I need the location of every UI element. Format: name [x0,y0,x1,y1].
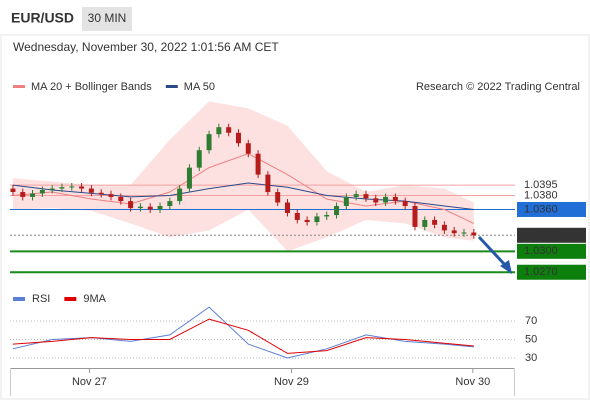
legend-swatch [165,85,178,88]
candle-body [167,201,173,206]
forecast-arrow-head [500,260,512,274]
legend-swatch [64,297,77,301]
legend-label: MA 20 + Bollinger Bands [31,81,152,93]
level-label: 1.0395 [524,179,558,191]
level-box [517,201,586,217]
candle-body [255,153,261,175]
candle-body [186,167,192,189]
candle-body [157,205,163,210]
credit: Research © 2022 Trading Central [416,81,580,93]
legend-swatch [13,297,25,301]
level-label: 1.0380 [524,189,558,201]
candle-body [59,187,65,189]
level-label: 1.0360 [524,203,558,215]
candle-body [226,127,232,133]
datetime: Wednesday, November 30, 2022 1:01:56 AM … [13,40,279,54]
legend-label: 9MA [83,293,106,305]
candle-body [343,196,349,206]
candle-body [10,188,16,193]
candle-body [353,194,359,197]
candle-body [177,188,183,202]
candle-body [471,232,477,236]
candle-body [235,132,241,144]
x-axis-right [514,368,515,396]
legend-label: MA 50 [184,81,215,93]
x-axis-left [10,368,11,396]
level-box [517,227,586,243]
candle-body [206,134,212,151]
candle-body [334,205,340,216]
candle-body [402,201,408,206]
candle-body [392,196,398,202]
candle-body [88,188,94,193]
forecast-arrow [477,235,508,268]
interval-box[interactable] [82,7,132,31]
candle-body [314,216,320,223]
candle-body [363,194,369,199]
x-tick-label: Nov 27 [72,376,107,388]
candle-body [20,192,26,197]
candle-body [461,232,467,234]
candle-body [265,174,271,193]
candle-body [128,201,134,209]
candle-body [383,196,389,203]
candle-body [118,196,124,202]
candle-body [147,206,153,210]
candle-body [30,193,36,197]
candle-body [79,186,85,189]
candle-body [304,219,310,223]
y-tick-label: 50 [525,333,537,345]
candle-body [49,188,55,190]
candle-body [245,143,251,154]
level-label: 1.0300 [524,245,558,257]
bollinger-band [12,101,474,252]
candle-body [108,194,114,197]
candle-body [196,150,202,168]
candle-body [412,205,418,227]
candle-body [373,198,379,203]
interval[interactable]: 30 MIN [88,11,127,25]
level-label: 1.0323 [524,229,558,241]
candle-body [441,224,447,231]
x-tick-label: Nov 29 [274,376,309,388]
candle-body [69,186,75,188]
level-box [517,243,586,259]
candle-body [422,219,428,227]
candle-body [98,192,104,195]
level-label: 1.0270 [524,266,558,278]
candle-body [432,219,438,225]
candle-body [285,202,291,213]
indicator-line [12,318,474,354]
level-box [517,264,586,280]
legend-label: RSI [32,293,50,305]
symbol: EUR/USD [11,10,74,26]
candle-body [275,192,281,203]
candle-body [137,206,143,209]
candle-body [294,212,300,220]
legend-swatch [13,85,25,88]
y-tick-label: 30 [525,352,537,364]
x-axis [10,368,515,369]
candle-body [324,215,330,217]
candle-body [216,127,222,135]
x-tick-label: Nov 30 [455,376,490,388]
y-tick-label: 70 [525,315,537,327]
candle-body [39,189,45,194]
candle-body [451,230,457,234]
